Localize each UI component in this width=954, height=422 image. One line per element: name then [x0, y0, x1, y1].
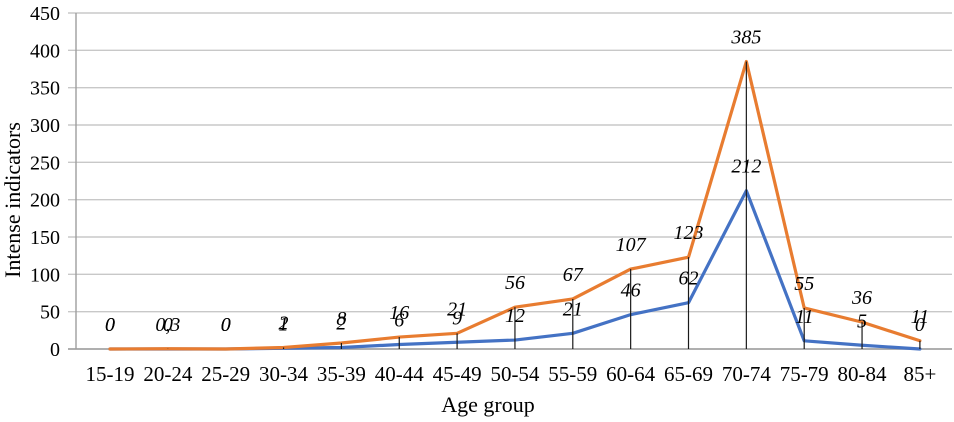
- upper-series-orange-data-label: 0: [105, 314, 115, 336]
- lower-series-blue-data-label: 0: [221, 314, 231, 336]
- lower-series-blue-data-label: 6: [394, 310, 404, 332]
- y-tick-label: 450: [30, 3, 60, 25]
- upper-series-orange-data-label: 11: [911, 306, 930, 328]
- x-category-label: 60-64: [606, 362, 655, 386]
- upper-series-orange-data-label: 56: [505, 272, 525, 294]
- upper-series-orange-data-label: 36: [851, 287, 872, 309]
- y-tick-label: 250: [30, 152, 60, 174]
- lower-series-blue-data-label: 2: [336, 313, 346, 335]
- x-category-label: 15-19: [86, 362, 135, 386]
- upper-series-orange-data-label: 67: [563, 264, 584, 286]
- x-category-label: 20-24: [143, 362, 192, 386]
- lower-series-blue-data-label: 0: [163, 314, 173, 336]
- x-category-label: 50-54: [490, 362, 539, 386]
- x-category-label: 80-84: [838, 362, 887, 386]
- x-category-label: 40-44: [375, 362, 424, 386]
- lower-series-blue-data-label: 21: [563, 298, 583, 320]
- lower-series-blue-data-label: 12: [505, 305, 525, 327]
- upper-series-orange-data-label: 385: [730, 27, 761, 49]
- x-category-label: 30-34: [259, 362, 308, 386]
- upper-series-orange-data-label: 107: [616, 234, 647, 256]
- lower-series-blue-data-label: 0: [915, 314, 925, 336]
- x-category-label: 70-74: [722, 362, 771, 386]
- y-tick-label: 0: [50, 339, 60, 361]
- x-category-label: 25-29: [201, 362, 250, 386]
- upper-series-orange-data-label: 123: [674, 222, 704, 244]
- lower-series-blue-data-label: 46: [621, 280, 641, 302]
- upper-series-orange-data-label: 8: [336, 308, 346, 330]
- upper-series-orange-data-label: 0,3: [155, 314, 180, 336]
- upper-series-orange-data-label: 21: [447, 298, 467, 320]
- lower-series-blue-data-label: 0: [105, 314, 115, 336]
- y-tick-label: 50: [40, 302, 60, 324]
- y-tick-label: 300: [30, 115, 60, 137]
- y-axis-title: Intense indicators: [0, 122, 25, 278]
- upper-series-orange-data-label: 16: [389, 302, 409, 324]
- x-category-label: 85+: [903, 362, 936, 386]
- x-axis-title: Age group: [441, 392, 534, 417]
- upper-series-orange-data-label: 0: [221, 314, 231, 336]
- lower-series-blue-data-label: 9: [452, 307, 462, 329]
- lower-series-blue-data-label: 1: [279, 313, 289, 335]
- y-tick-label: 350: [30, 78, 60, 100]
- x-category-label: 65-69: [664, 362, 713, 386]
- y-tick-label: 400: [30, 40, 60, 62]
- lower-series-blue-data-label: 5: [857, 310, 867, 332]
- x-category-label: 35-39: [317, 362, 366, 386]
- upper-series-orange-data-label: 55: [794, 273, 814, 295]
- lower-series-blue-data-label: 212: [731, 156, 761, 178]
- upper-series-orange-data-label: 2: [279, 313, 289, 335]
- x-category-label: 45-49: [433, 362, 482, 386]
- x-category-label: 75-79: [780, 362, 829, 386]
- y-tick-label: 150: [30, 227, 60, 249]
- lower-series-blue-data-label: 11: [795, 306, 814, 328]
- y-tick-label: 100: [30, 264, 60, 286]
- y-tick-label: 200: [30, 190, 60, 212]
- x-category-label: 55-59: [548, 362, 597, 386]
- lower-series-blue-data-label: 62: [679, 268, 699, 290]
